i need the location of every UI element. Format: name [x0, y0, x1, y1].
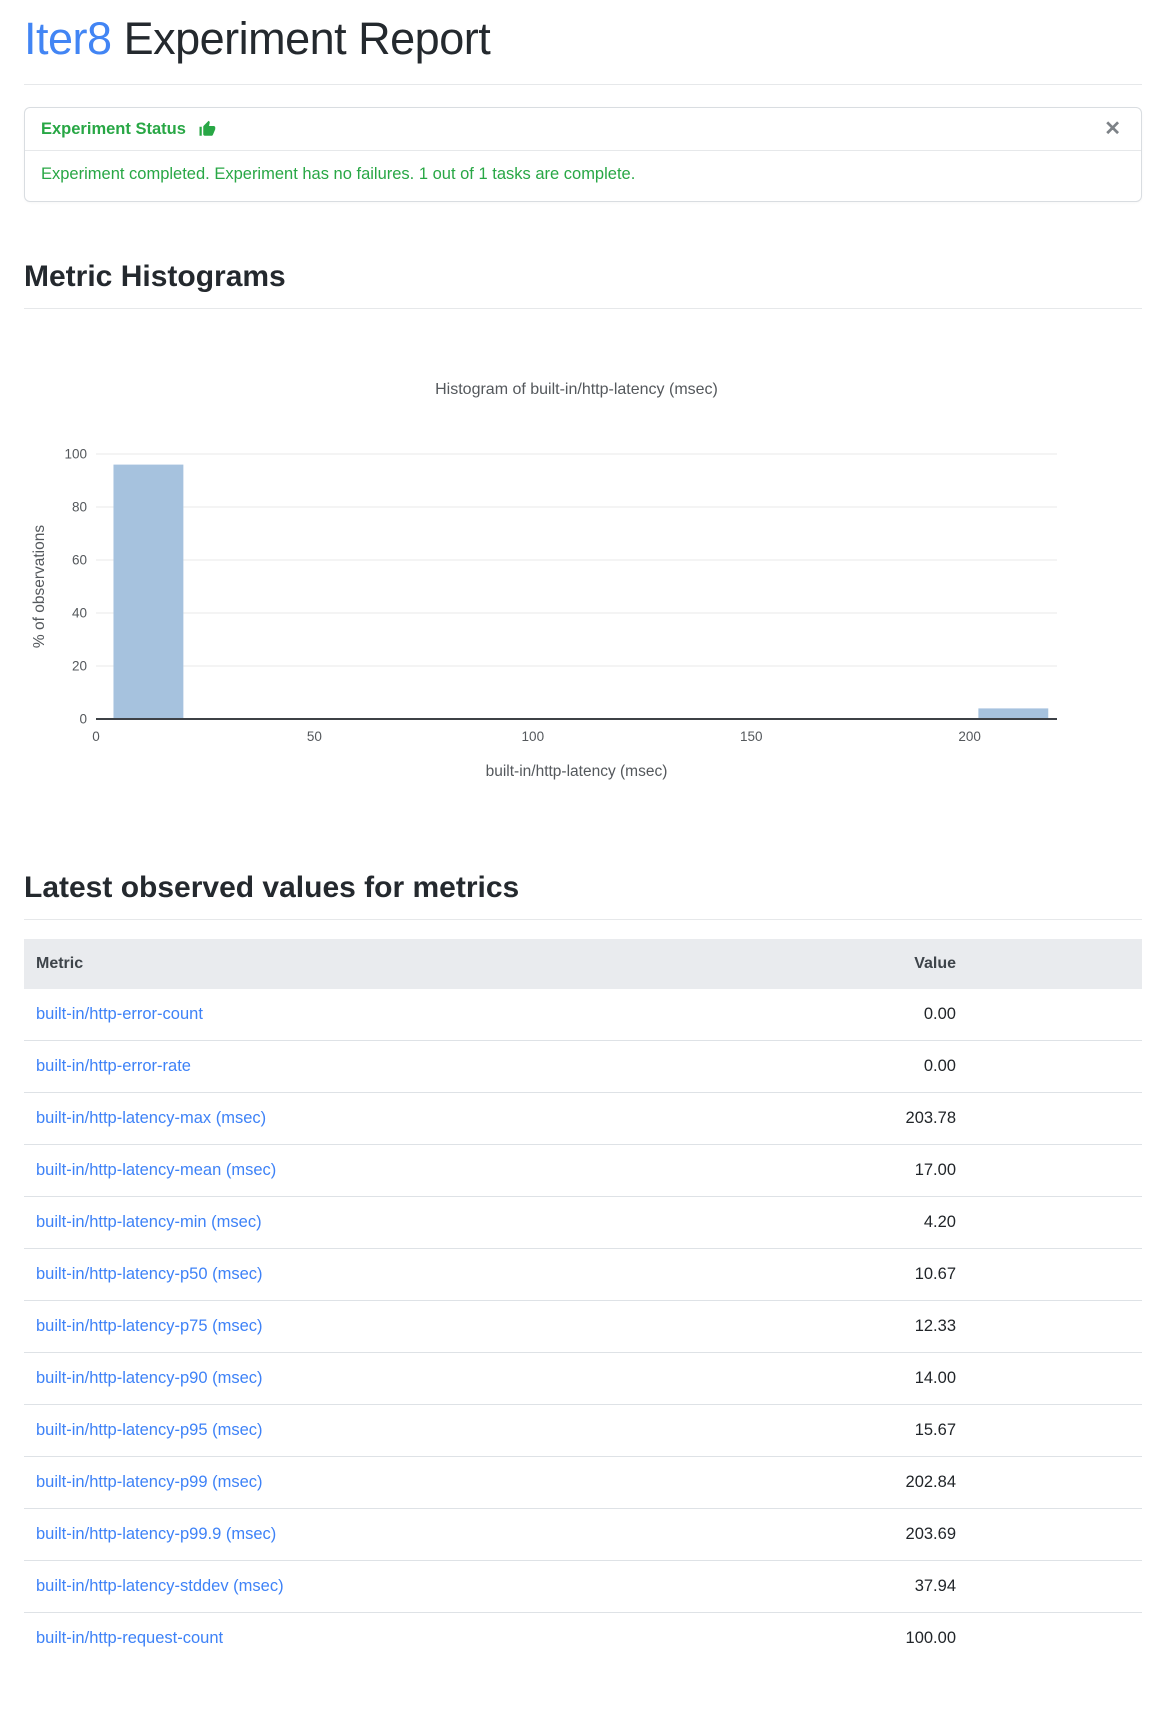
x-tick-label: 50 [307, 729, 322, 744]
metric-column-header: Metric [24, 939, 608, 990]
metric-cell: built-in/http-latency-p99.9 (msec) [24, 1508, 608, 1561]
metric-value: 12.33 [607, 1300, 1142, 1353]
y-tick-label: 40 [72, 606, 87, 621]
close-button[interactable]: ✕ [1100, 119, 1125, 139]
metric-link[interactable]: built-in/http-latency-mean (msec) [36, 1161, 277, 1180]
metric-cell: built-in/http-latency-p99 (msec) [24, 1456, 608, 1509]
x-tick-label: 200 [958, 729, 981, 744]
metric-link[interactable]: built-in/http-latency-p50 (msec) [36, 1265, 263, 1284]
metric-link[interactable]: built-in/http-latency-stddev (msec) [36, 1577, 284, 1596]
y-tick-label: 100 [64, 447, 87, 462]
table-row: built-in/http-latency-p99 (msec) 202.84 [24, 1456, 1142, 1509]
metric-link[interactable]: built-in/http-latency-max (msec) [36, 1109, 267, 1128]
metric-cell: built-in/http-latency-p75 (msec) [24, 1300, 608, 1353]
metric-cell: built-in/http-error-rate [24, 1040, 608, 1093]
x-tick-label: 150 [740, 729, 763, 744]
table-row: built-in/http-latency-max (msec) 203.78 [24, 1092, 1142, 1145]
table-row: built-in/http-latency-mean (msec) 17.00 [24, 1144, 1142, 1197]
metric-value: 15.67 [607, 1404, 1142, 1457]
histograms-divider [24, 308, 1142, 310]
title-divider [24, 84, 1142, 85]
value-column-header: Value [607, 939, 1142, 990]
x-axis-title: built-in/http-latency (msec) [486, 763, 668, 780]
status-message: Experiment completed. Experiment has no … [41, 165, 636, 183]
y-tick-label: 20 [72, 659, 87, 674]
table-row: built-in/http-latency-p75 (msec) 12.33 [24, 1300, 1142, 1353]
metric-value: 100.00 [607, 1612, 1142, 1665]
metric-cell: built-in/http-latency-min (msec) [24, 1196, 608, 1249]
metric-cell: built-in/http-latency-stddev (msec) [24, 1560, 608, 1613]
metric-value: 202.84 [607, 1456, 1142, 1509]
metric-cell: built-in/http-latency-max (msec) [24, 1092, 608, 1145]
page-title-text: Experiment Report [123, 13, 491, 64]
y-axis-title: % of observations [31, 525, 48, 648]
report-page: Iter8 Experiment Report Experiment Statu… [0, 12, 1166, 1665]
metric-value: 0.00 [923, 1005, 956, 1024]
table-row: built-in/http-latency-p99.9 (msec) 203.69 [24, 1508, 1142, 1561]
metric-cell: built-in/http-request-count [24, 1612, 608, 1665]
metric-value: 14.00 [607, 1352, 1142, 1405]
chart-title: Histogram of built-in/http-latency (msec… [435, 381, 718, 398]
experiment-status-card: Experiment Status ✕ Experiment completed… [24, 107, 1142, 203]
metric-link[interactable]: built-in/http-error-count [36, 1005, 203, 1024]
metrics-table: Metric Value built-in/http-error-count 0.… [24, 939, 1142, 1665]
metric-value: 10.67 [607, 1248, 1142, 1301]
table-row: built-in/http-request-count 100.00 [24, 1612, 1142, 1665]
metric-value: 37.94 [607, 1560, 1142, 1613]
status-card-header: Experiment Status ✕ [25, 108, 1141, 151]
y-tick-label: 0 [79, 712, 87, 727]
metrics-section-title: Latest observed values for metrics [24, 871, 520, 905]
metric-link[interactable]: built-in/http-latency-p75 (msec) [36, 1317, 263, 1336]
metric-link[interactable]: built-in/http-latency-p99.9 (msec) [36, 1525, 277, 1544]
metric-link[interactable]: built-in/http-latency-min (msec) [36, 1213, 262, 1232]
table-row: built-in/http-latency-min (msec) 4.20 [24, 1196, 1142, 1249]
y-tick-label: 80 [72, 500, 87, 515]
x-tick-label: 100 [522, 729, 545, 744]
metric-link[interactable]: built-in/http-latency-p99 (msec) [36, 1473, 263, 1492]
metrics-divider [24, 919, 1142, 921]
metric-value: 17.00 [607, 1144, 1142, 1197]
table-header-row: Metric Value [24, 939, 1142, 990]
metric-link[interactable]: built-in/http-request-count [36, 1629, 224, 1648]
brand-name: Iter8 [24, 13, 112, 64]
metric-cell: built-in/http-error-count [24, 989, 608, 1041]
table-row: built-in/http-latency-p95 (msec) 15.67 [24, 1404, 1142, 1457]
metric-value: 4.20 [607, 1196, 1142, 1249]
page-title: Iter8 Experiment Report [24, 12, 1142, 66]
metric-value: 0.00 [607, 1040, 1142, 1093]
status-card-body: Experiment completed. Experiment has no … [25, 151, 1141, 201]
histogram-svg: Histogram of built-in/http-latency (msec… [31, 381, 1057, 780]
status-card-title: Experiment Status [41, 119, 186, 138]
table-row: built-in/http-error-rate 0.00 [24, 1040, 1142, 1093]
metrics-table-body: built-in/http-error-count 0.00 built-in/ht… [24, 989, 1142, 1665]
metric-cell: built-in/http-latency-p90 (msec) [24, 1352, 608, 1405]
latency-histogram-chart: Histogram of built-in/http-latency (msec… [24, 364, 1142, 796]
metric-cell: built-in/http-latency-p50 (msec) [24, 1248, 608, 1301]
histogram-bar [978, 708, 1049, 720]
table-row: built-in/http-latency-p90 (msec) 14.00 [24, 1352, 1142, 1405]
thumbs-up-icon [198, 120, 216, 138]
histograms-section-title: Metric Histograms [24, 260, 286, 294]
y-tick-label: 60 [72, 553, 87, 568]
table-row: built-in/http-error-count 0.00 [24, 989, 1142, 1041]
table-row: built-in/http-latency-stddev (msec) 37.94 [24, 1560, 1142, 1613]
table-row: built-in/http-latency-p50 (msec) 10.67 [24, 1248, 1142, 1301]
histogram-bar [113, 465, 184, 720]
metric-value: 203.78 [607, 1092, 1142, 1145]
metric-value: 203.69 [607, 1508, 1142, 1561]
metric-link[interactable]: built-in/http-latency-p90 (msec) [36, 1369, 263, 1388]
metric-cell: built-in/http-latency-p95 (msec) [24, 1404, 608, 1457]
metric-link[interactable]: built-in/http-latency-p95 (msec) [36, 1421, 263, 1440]
x-tick-label: 0 [92, 729, 100, 744]
metric-link[interactable]: built-in/http-error-rate [36, 1057, 191, 1076]
metric-cell: built-in/http-latency-mean (msec) [24, 1144, 608, 1197]
